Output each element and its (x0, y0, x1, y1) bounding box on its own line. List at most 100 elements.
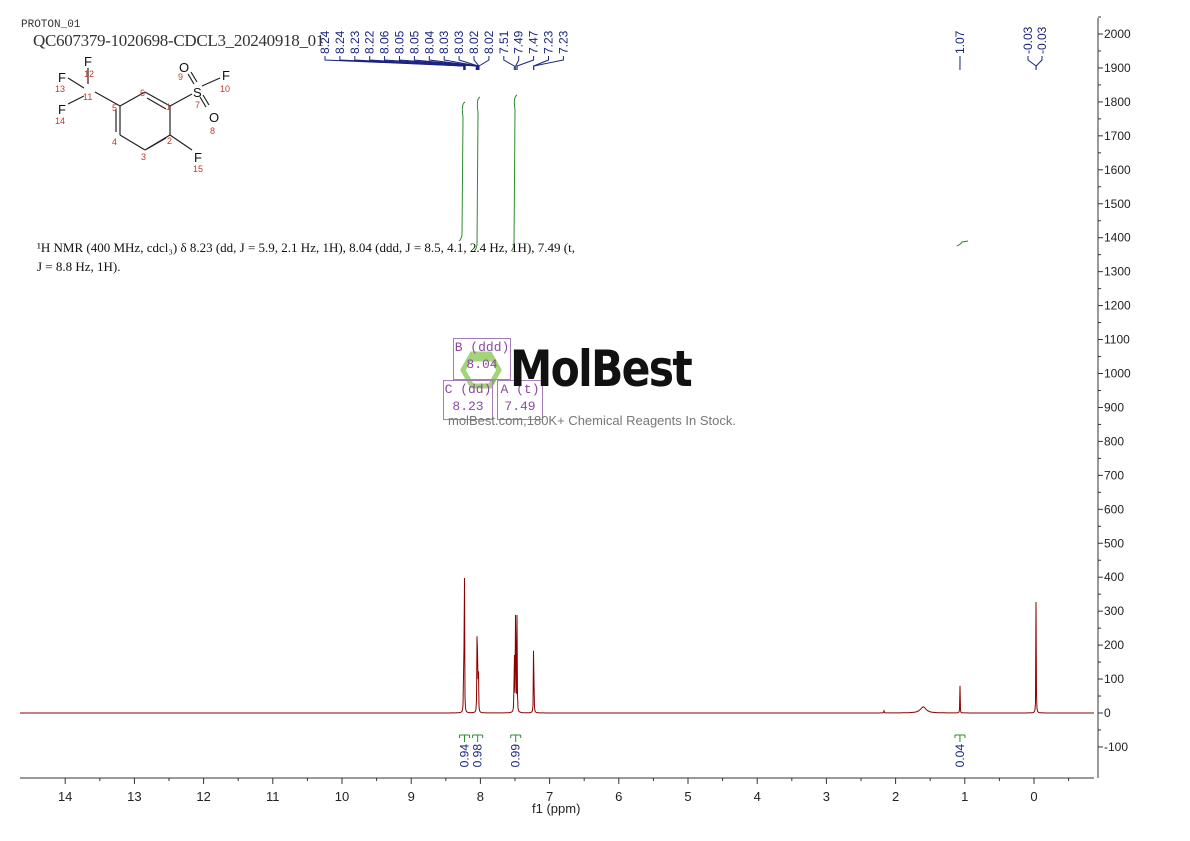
integral-bracket (458, 734, 470, 742)
integral-curves (458, 94, 969, 252)
svg-text:F: F (194, 150, 202, 165)
x-tick-label: 0 (1030, 789, 1037, 804)
svg-text:8: 8 (210, 126, 215, 136)
peak-label-leader (478, 56, 490, 70)
peak-label: 1.07 (953, 30, 967, 54)
peak-label: 7.49 (512, 30, 526, 54)
x-tick-label: 6 (615, 789, 622, 804)
y-tick-label: 1700 (1104, 129, 1131, 143)
x-tick-label: 9 (408, 789, 415, 804)
integral-curve (956, 240, 969, 247)
peak-label: 8.23 (348, 30, 362, 54)
nmr-description: ¹H NMR (400 MHz, cdcl₃) δ 8.23 (dd, J = … (37, 238, 597, 276)
svg-text:2: 2 (167, 136, 172, 146)
peak-label: -0.03 (1035, 26, 1049, 54)
svg-text:S: S (193, 85, 202, 100)
atom-f12: F (84, 54, 92, 69)
peak-label: 8.02 (467, 30, 481, 54)
peak-label-leader (428, 56, 479, 70)
multiplet-box-c[interactable]: C (dd) 8.23 (443, 380, 493, 420)
integral-labels: 0.94 0.98 0.99 0.04 (457, 734, 967, 768)
y-tick-label: 1300 (1104, 265, 1131, 279)
multiplet-label: A (t) (500, 382, 540, 397)
integral-curve (510, 94, 518, 252)
x-tick-label: 8 (477, 789, 484, 804)
peak-labels: 8.24 8.24 8.23 8.22 8.06 8.05 8.05 8.04 8.03 8.03… (318, 26, 1049, 70)
y-tick-label: 1800 (1104, 95, 1131, 109)
x-tick-label: 11 (266, 789, 280, 804)
y-tick-label: 900 (1104, 400, 1124, 414)
svg-text:1: 1 (166, 102, 171, 112)
y-tick-label: 700 (1104, 468, 1124, 482)
watermark-tagline: molBest.com,180K+ Chemical Reagents In S… (448, 413, 736, 428)
x-tick-label: 7 (546, 789, 553, 804)
peak-label: 8.03 (437, 30, 451, 54)
integral-curve (458, 101, 466, 242)
multiplet-box-a[interactable]: A (t) 7.49 (497, 380, 543, 420)
x-tick-label: 10 (335, 789, 349, 804)
peak-label: 8.03 (452, 30, 466, 54)
description-line-2: J = 8.8 Hz, 1H). (37, 259, 121, 274)
peak-label-leader (533, 56, 564, 70)
svg-text:3: 3 (141, 152, 146, 162)
svg-text:F: F (58, 102, 66, 117)
svg-text:11: 11 (83, 92, 92, 102)
peak-label: 7.51 (497, 30, 511, 54)
peak-label: 7.23 (542, 30, 556, 54)
y-tick-label: 0 (1104, 706, 1111, 720)
x-tick-label: 14 (58, 789, 72, 804)
y-tick-label: 200 (1104, 638, 1124, 652)
peak-label-leader (503, 56, 515, 70)
svg-text:14: 14 (55, 116, 65, 126)
y-tick-label: 100 (1104, 672, 1124, 686)
integral-value: 0.94 (457, 744, 471, 768)
molbest-logo-icon (460, 351, 502, 389)
peak-label: 8.04 (422, 30, 436, 54)
svg-text:6: 6 (140, 88, 145, 98)
multiplet-shift: 7.49 (504, 399, 536, 414)
multiplet-shift: 8.04 (466, 357, 498, 372)
svg-text:13: 13 (55, 84, 65, 94)
svg-text:O: O (179, 60, 189, 75)
svg-text:F: F (58, 70, 66, 85)
svg-text:9: 9 (178, 72, 183, 82)
svg-text:5: 5 (112, 103, 117, 113)
peak-label: 8.24 (333, 30, 347, 54)
svg-text:4: 4 (112, 137, 117, 147)
y-tick-label: -100 (1104, 740, 1128, 754)
y-tick-label: 800 (1104, 434, 1124, 448)
integral-curve (473, 96, 481, 252)
peak-label-leader (458, 56, 479, 70)
y-tick-label: 600 (1104, 502, 1124, 516)
x-tick-label: 2 (892, 789, 899, 804)
y-tick-label: 400 (1104, 570, 1124, 584)
y-tick-label: 1600 (1104, 163, 1131, 177)
peak-label: 8.06 (378, 30, 392, 54)
experiment-name: PROTON_01 (21, 19, 81, 31)
integral-bracket (510, 734, 522, 742)
y-tick-label: 500 (1104, 536, 1124, 550)
multiplet-box-b[interactable]: B (ddd) 8.04 (453, 338, 511, 380)
integral-bracket (954, 734, 966, 742)
description-line-1: ¹H NMR (400 MHz, cdcl₃) δ 8.23 (dd, J = … (37, 240, 575, 255)
svg-text:15: 15 (193, 164, 203, 174)
y-tick-label: 1500 (1104, 197, 1131, 211)
peak-label-leader (384, 56, 477, 70)
y-tick-label: 1400 (1104, 231, 1131, 245)
svg-text:12: 12 (84, 69, 94, 79)
y-tick-label: 1200 (1104, 299, 1131, 313)
peak-label: -0.03 (1021, 26, 1035, 54)
x-tick-label: 5 (684, 789, 691, 804)
x-tick-label: 12 (196, 789, 210, 804)
y-tick-label: 1000 (1104, 367, 1131, 381)
x-axis-label: f1 (ppm) (532, 801, 581, 816)
y-tick-label: 1100 (1104, 333, 1130, 347)
multiplet-label: C (dd) (444, 382, 492, 397)
y-tick-label: 2000 (1104, 27, 1131, 41)
peak-label: 8.02 (482, 30, 496, 54)
x-tick-label: 3 (823, 789, 830, 804)
peak-label-leader (1035, 56, 1043, 70)
multiplet-label: B (ddd) (454, 340, 510, 355)
